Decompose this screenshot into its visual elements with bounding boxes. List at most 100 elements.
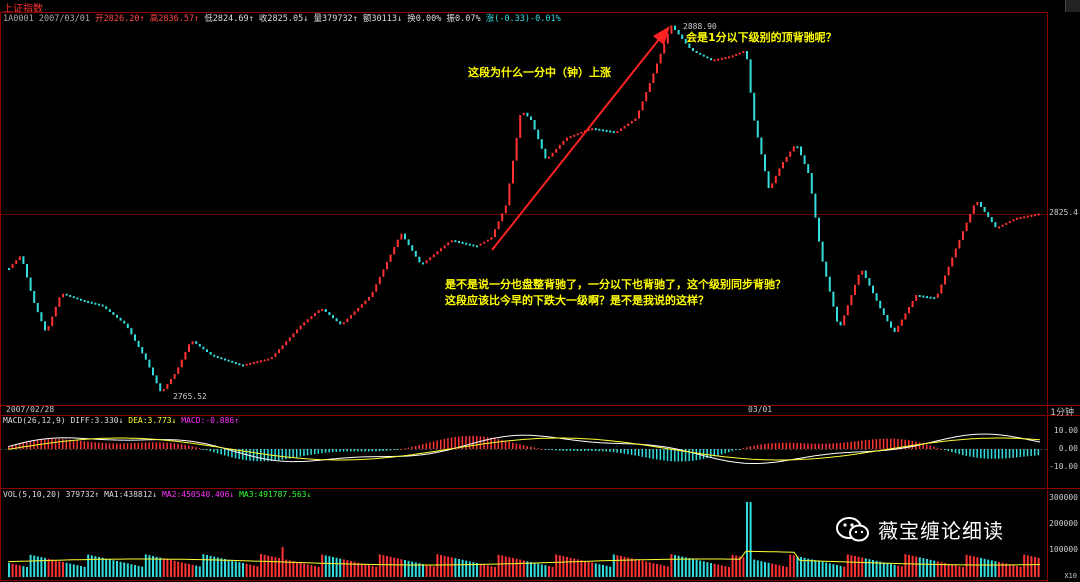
volume-bar [173, 560, 176, 577]
volume-bar [360, 563, 363, 577]
macd-histogram-bar [983, 449, 986, 459]
candle [458, 241, 460, 244]
macd-histogram-bar [641, 449, 644, 457]
volume-bar [94, 556, 97, 577]
macd-histogram-bar [152, 442, 154, 449]
quote-date: 2007/03/01 [38, 14, 91, 24]
candle [908, 307, 910, 314]
volume-bar [864, 558, 867, 577]
candle [260, 360, 262, 363]
macd-histogram-bar [177, 443, 179, 449]
macd-histogram-bar [101, 442, 104, 449]
macd-histogram-bar [306, 449, 309, 456]
candle [108, 309, 111, 313]
volume-bar [681, 556, 684, 577]
stock-code: 1A0001 [3, 14, 34, 24]
candle [281, 345, 284, 350]
chart-title: 上证指数 [3, 4, 43, 15]
candle [76, 297, 79, 300]
volume-bar [76, 565, 79, 577]
macd-histogram-bar [472, 435, 474, 449]
volume-bar [378, 554, 381, 577]
candle [98, 303, 100, 306]
volume-bar [184, 563, 187, 577]
macd-histogram-bar [987, 449, 989, 459]
volume-bar [569, 557, 572, 577]
candle [929, 296, 932, 299]
macd-histogram-bar [965, 449, 968, 456]
macd-histogram-bar [875, 439, 878, 449]
candle [947, 266, 950, 276]
macd-histogram-bar [594, 449, 597, 452]
macd-diff-line [7, 433, 1041, 464]
candle [353, 311, 356, 315]
macd-histogram-bar [652, 449, 654, 459]
candle [756, 120, 759, 138]
candle [807, 164, 810, 174]
candle [184, 351, 187, 360]
candle [144, 353, 147, 360]
volume-bar [526, 561, 529, 577]
macd-histogram-bar [11, 445, 14, 449]
volume-bar [656, 564, 658, 577]
candle [47, 326, 50, 331]
volume-bar [368, 565, 370, 577]
candle [339, 321, 342, 325]
candle [227, 359, 230, 362]
volume-bar [893, 564, 896, 577]
macd-histogram-bar [180, 444, 183, 449]
macd-histogram-bar [22, 442, 24, 449]
volume-bar [947, 563, 950, 577]
candle [893, 327, 896, 332]
volume-bar [209, 555, 212, 577]
scroll-button[interactable] [1065, 0, 1080, 12]
candle [155, 375, 158, 384]
volume-bar [292, 561, 295, 577]
candle [810, 173, 813, 194]
macd-histogram-bar [537, 448, 539, 450]
volume-bar [404, 560, 406, 577]
macd-histogram-bar [396, 449, 399, 450]
candle [26, 264, 28, 278]
macd-histogram-bar [825, 443, 827, 449]
candle [292, 333, 295, 338]
macd-histogram-bar [879, 438, 881, 449]
volume-bar [310, 565, 313, 577]
period-selector[interactable]: 1分钟 [1050, 408, 1074, 418]
title-bar: 上证指数 [0, 0, 1080, 15]
candle [72, 296, 75, 299]
volume-bar [720, 565, 723, 577]
watermark-text: 薇宝缠论细读 [878, 519, 1004, 543]
candle [882, 308, 885, 315]
macd-histogram-bar [638, 449, 640, 457]
volume-bar [375, 566, 378, 577]
macd-histogram-bar [580, 449, 582, 451]
macd-histogram-bar [656, 449, 658, 460]
macd-histogram-bar [792, 442, 795, 449]
volume-bar [548, 566, 550, 577]
volume-bar [364, 564, 367, 577]
macd-histogram-bar [508, 441, 510, 449]
macd-histogram-bar [836, 443, 838, 449]
candle [1037, 213, 1040, 216]
candle [789, 151, 792, 157]
candle [566, 137, 568, 141]
volume-bar [371, 565, 374, 577]
candle [321, 309, 324, 312]
candle [731, 55, 734, 58]
volume-bar [886, 563, 889, 577]
macd-histogram-bar [461, 436, 464, 449]
candle [195, 341, 198, 344]
volume-bar [418, 563, 421, 577]
arrow-shaft [491, 37, 661, 251]
volume-bar [512, 558, 514, 577]
candle [522, 112, 525, 116]
candle [497, 221, 500, 230]
macd-histogram-bar [1026, 449, 1029, 457]
macd-histogram-bar [738, 449, 741, 450]
macd-histogram-bar [425, 443, 428, 449]
macd-histogram-bar [821, 443, 824, 449]
macd-histogram-bar [897, 438, 899, 449]
candle [90, 301, 93, 304]
